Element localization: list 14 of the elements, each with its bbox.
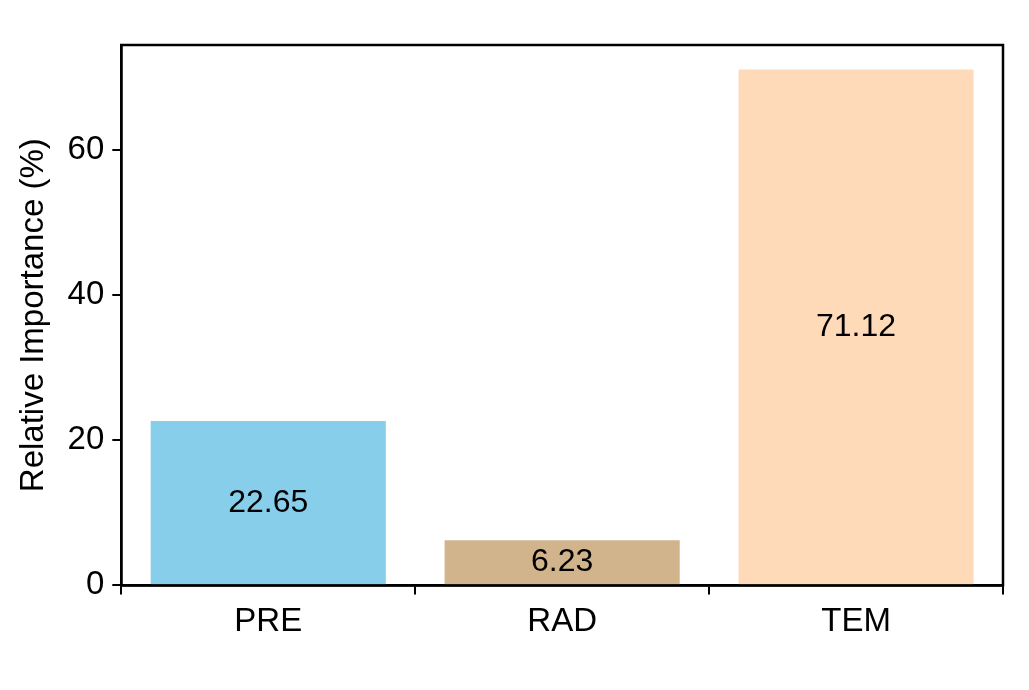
y-tick-label: 60 [67, 129, 105, 167]
y-axis-title: Relative Importance (%) [12, 138, 50, 493]
x-tick-label: PRE [234, 601, 303, 639]
y-tick-label: 20 [67, 419, 105, 457]
y-tick-label: 0 [85, 564, 105, 602]
bar [738, 69, 974, 585]
data-label: 6.23 [531, 542, 594, 579]
x-tick-label: TEM [821, 601, 891, 639]
x-tick-label: RAD [527, 601, 597, 639]
data-label: 71.12 [816, 306, 897, 343]
data-label: 22.65 [228, 482, 309, 519]
bar [444, 540, 680, 585]
y-tick-label: 40 [67, 274, 105, 312]
bar [150, 421, 386, 585]
